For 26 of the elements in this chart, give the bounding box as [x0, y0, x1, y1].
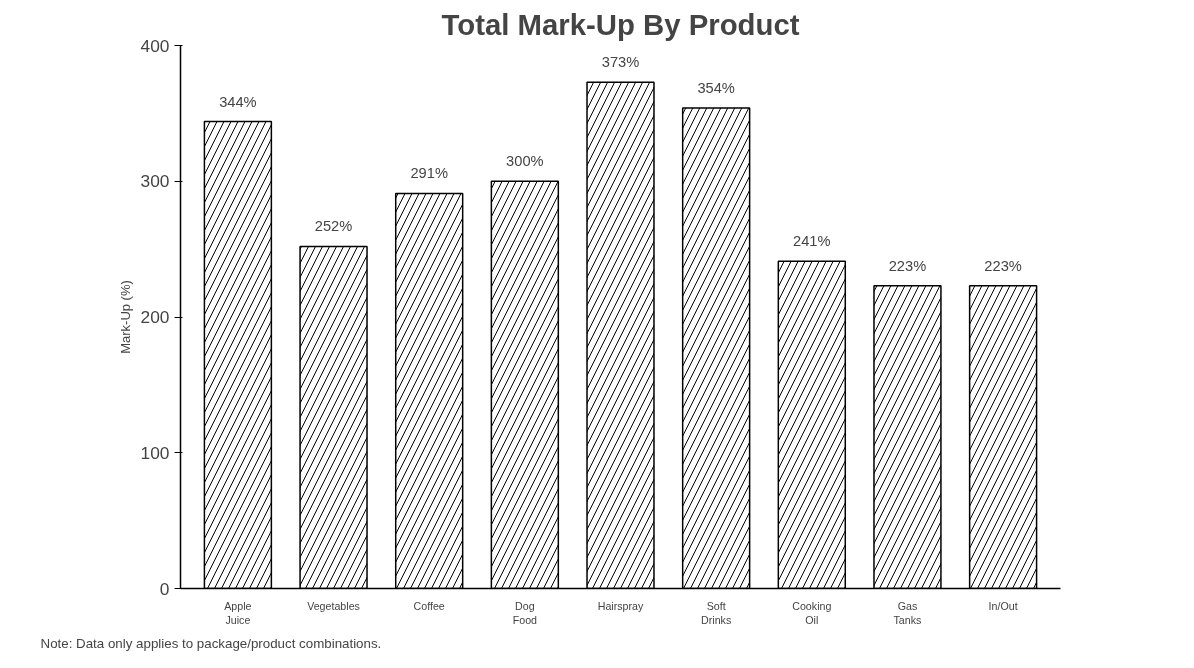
x-tick-label: Soft Drinks — [701, 599, 732, 626]
data-label: 252% — [314, 218, 353, 235]
data-label: 223% — [984, 257, 1022, 274]
y-tick-label: 100 — [140, 442, 170, 463]
y-axis-title: Mark-Up (%) — [117, 280, 133, 354]
y-tick-label: 200 — [140, 307, 170, 327]
y-tick-label: 0 — [159, 578, 170, 599]
chart-title: Total Mark-Up By Product — [441, 7, 800, 41]
data-label: 354% — [697, 79, 735, 96]
x-tick-label: Coffee — [413, 599, 445, 612]
data-label: 291% — [410, 165, 448, 182]
data-label: 241% — [793, 233, 831, 250]
y-tick-label: 300 — [140, 171, 170, 192]
x-tick-label: In/Out — [988, 599, 1018, 612]
data-label: 300% — [506, 153, 544, 170]
x-tick-label: Gas Tanks — [893, 599, 922, 626]
x-tick-label: Apple Juice — [224, 599, 252, 626]
x-tick-label: Vegetables — [307, 599, 360, 612]
x-tick-label: Hairspray — [597, 599, 644, 612]
x-tick-label: Cooking Oil — [792, 599, 832, 626]
text: Note: Data only applies to package/product combinations. — [40, 635, 382, 651]
data-label: 223% — [888, 257, 927, 274]
data-label: 344% — [219, 93, 257, 110]
x-tick-label: Dog Food — [512, 599, 538, 626]
data-label: 373% — [601, 54, 640, 71]
y-tick-label: 400 — [140, 35, 170, 56]
